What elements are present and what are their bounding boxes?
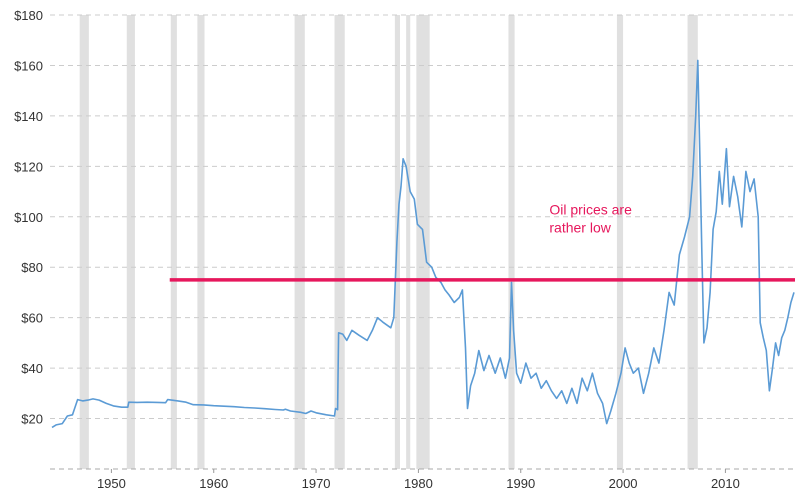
recession-band [416,15,430,469]
recession-band [687,15,698,469]
y-tick-label: $180 [14,8,43,23]
recession-band [406,15,411,469]
x-tick-label: 1970 [302,476,331,491]
recession-band [508,15,515,469]
recession-band [616,15,624,469]
recession-band [197,15,205,469]
x-tick-label: 1990 [506,476,535,491]
y-tick-label: $80 [21,260,43,275]
recession-band [126,15,135,469]
recession-band [294,15,305,469]
x-tick-label: 1980 [404,476,433,491]
annotation-text: Oil prices are rather low [549,201,632,235]
gridlines [50,14,795,470]
y-tick-label: $60 [21,311,43,326]
y-tick-label: $20 [21,412,43,427]
x-tick-label: 1950 [97,476,126,491]
y-tick-label: $40 [21,361,43,376]
annotation-line: Oil prices are [549,201,632,217]
recession-band [170,15,177,469]
x-tick-label: 1960 [199,476,228,491]
y-tick-label: $160 [14,58,43,73]
annotation-line: rather low [549,219,611,235]
y-tick-label: $140 [14,109,43,124]
price-series-line [51,59,795,429]
x-tick-label: 2010 [711,476,740,491]
y-tick-label: $100 [14,210,43,225]
recession-band [79,15,89,469]
x-axis-ticks: 1950 1960 1970 1980 1990 2000 2010 [97,469,740,491]
y-tick-label: $120 [14,159,43,174]
y-axis-ticks: $20 $40 $60 $80 $100 $120 $140 $160 $180 [14,8,43,427]
recession-band [334,15,345,469]
x-tick-label: 2000 [609,476,638,491]
